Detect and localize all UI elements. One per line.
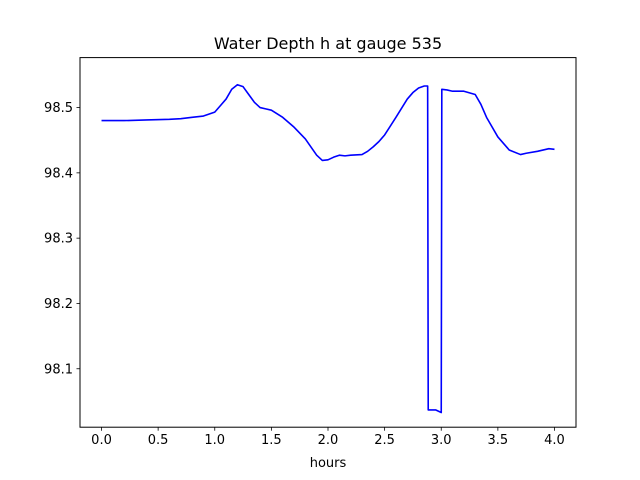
x-axis-ticks: 0.0 0.5 1.0 1.5 2.0 2.5 3.0 3.5 4.0 xyxy=(91,427,565,448)
y-tick-label: 98.3 xyxy=(44,232,73,247)
x-tick-label: 2.5 xyxy=(374,433,395,448)
plot-area xyxy=(101,83,555,414)
y-tick-label: 98.5 xyxy=(44,101,73,116)
x-tick-label: 1.5 xyxy=(261,433,282,448)
chart-title: Water Depth h at gauge 535 xyxy=(214,34,442,53)
x-tick-label: 0.0 xyxy=(91,433,112,448)
x-tick-label: 3.0 xyxy=(431,433,452,448)
x-tick-label: 0.5 xyxy=(148,433,169,448)
y-tick-label: 98.1 xyxy=(44,362,73,377)
y-axis-ticks: 98.1 98.2 98.3 98.4 98.5 xyxy=(44,101,80,377)
x-tick-label: 2.0 xyxy=(318,433,339,448)
x-tick-label: 4.0 xyxy=(544,433,565,448)
x-tick-label: 1.0 xyxy=(204,433,225,448)
x-tick-label: 3.5 xyxy=(488,433,509,448)
series-line-water-depth xyxy=(101,83,555,414)
x-axis-label: hours xyxy=(310,456,347,471)
y-tick-label: 98.2 xyxy=(44,297,73,312)
y-tick-label: 98.4 xyxy=(44,166,73,181)
